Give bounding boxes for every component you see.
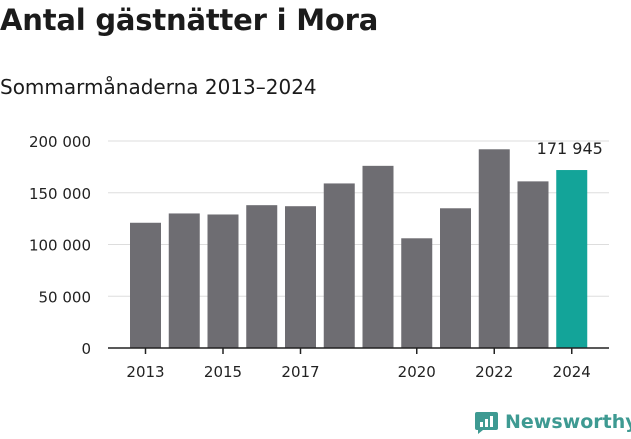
bar [517, 181, 549, 348]
x-tick-label: 2017 [281, 363, 319, 381]
bar [168, 213, 200, 348]
bar [207, 214, 239, 348]
x-tick-label: 2024 [553, 363, 591, 381]
x-tick-label: 2020 [398, 363, 436, 381]
bar [401, 238, 433, 348]
bar [362, 165, 394, 348]
bar [246, 205, 278, 348]
y-tick-label: 200 000 [29, 133, 91, 151]
logo-text: Newsworthy [505, 411, 631, 433]
x-tick-label: 2022 [475, 363, 513, 381]
chart-subtitle: Sommarmånaderna 2013–2024 [0, 75, 317, 99]
x-tick-label: 2015 [204, 363, 242, 381]
bar [323, 183, 355, 348]
y-tick-label: 150 000 [29, 185, 91, 203]
y-tick-label: 50 000 [39, 288, 92, 306]
bar [130, 222, 161, 348]
bar-chart-speech-bubble-icon [475, 411, 498, 434]
bar [478, 149, 510, 348]
data-label: 171 945 [537, 139, 603, 158]
y-tick-label: 0 [81, 340, 91, 358]
bar [440, 208, 471, 348]
highlight-bar [556, 170, 588, 348]
x-tick-label: 2013 [126, 363, 164, 381]
bar-chart: 0 50 000 100 000 150 000 200 000 2013 2015 2017… [29, 133, 609, 381]
bar [285, 206, 316, 348]
chart-title: Antal gästnätter i Mora [0, 3, 379, 37]
newsworthy-logo: Newsworthy [474, 408, 631, 436]
y-tick-label: 100 000 [29, 237, 91, 255]
